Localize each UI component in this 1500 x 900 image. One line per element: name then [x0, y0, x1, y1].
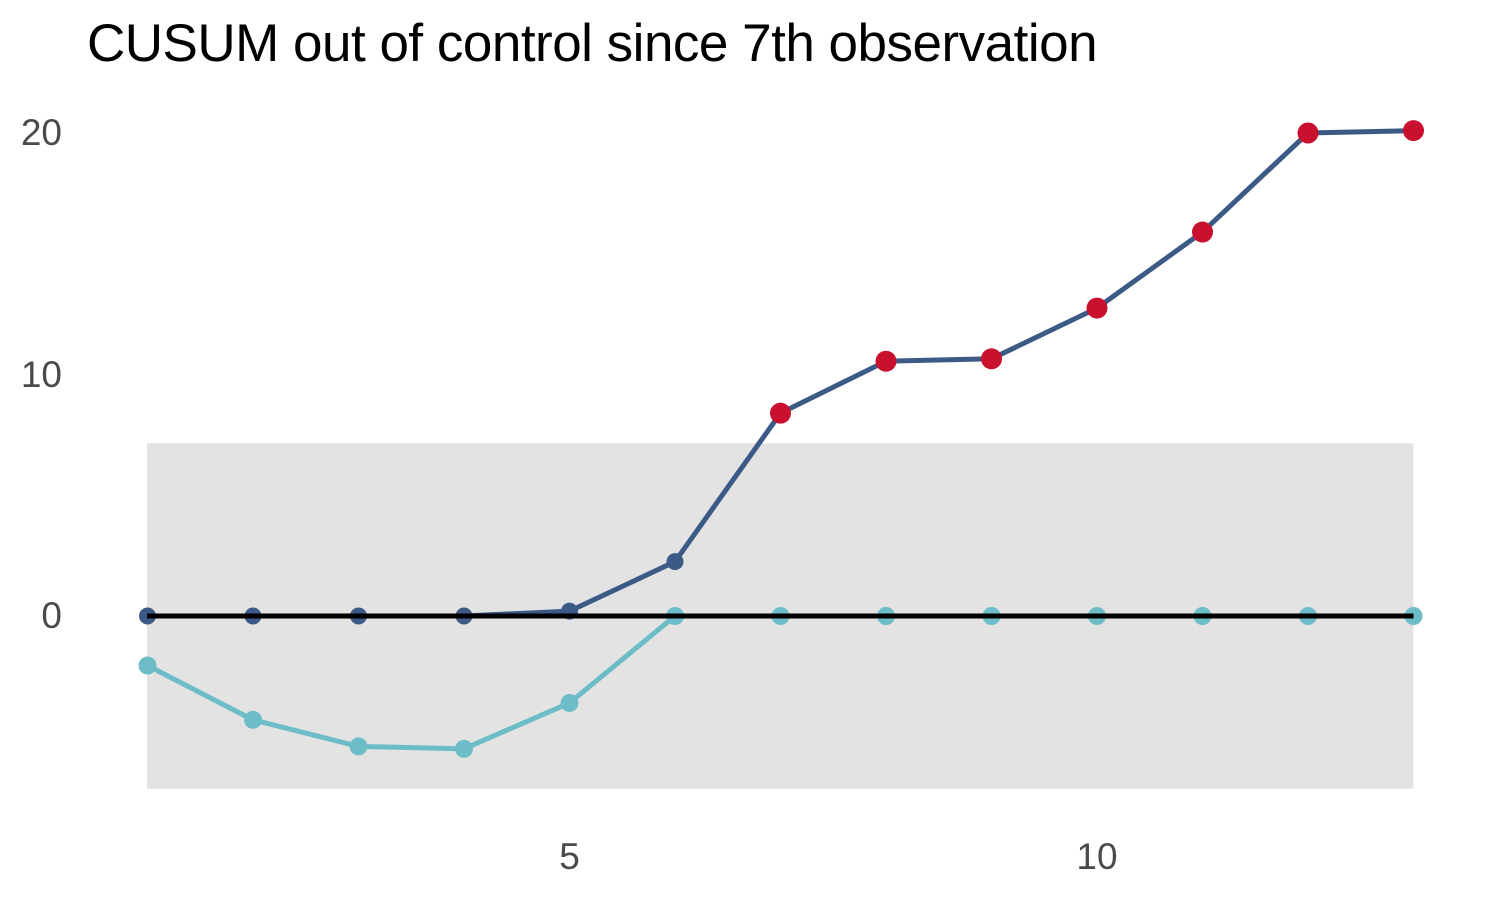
lower-cusum-point [244, 710, 262, 729]
lower-cusum-point [560, 693, 579, 712]
x-axis-labels: 5 10 [0, 836, 1500, 880]
upper-cusum-point [666, 553, 684, 571]
lower-cusum-point [138, 656, 157, 675]
out-of-control-point [1403, 120, 1424, 142]
out-of-control-point [1297, 122, 1319, 144]
y-tick-label: 10 [20, 353, 62, 395]
out-of-control-point [1192, 221, 1213, 243]
y-tick-label: 0 [41, 595, 62, 636]
out-of-control-point [981, 348, 1002, 370]
y-axis-labels: 0 10 20 [0, 0, 62, 900]
out-of-control-point [1086, 297, 1108, 319]
out-of-control-point [875, 350, 897, 372]
lower-cusum-point [349, 737, 368, 756]
chart-title: CUSUM out of control since 7th observati… [87, 14, 1098, 73]
x-tick-label: 5 [559, 836, 580, 877]
out-of-control-point [770, 402, 791, 424]
x-tick-label: 10 [1076, 836, 1118, 877]
lower-cusum-point [455, 739, 473, 758]
y-tick-label: 20 [20, 112, 62, 153]
